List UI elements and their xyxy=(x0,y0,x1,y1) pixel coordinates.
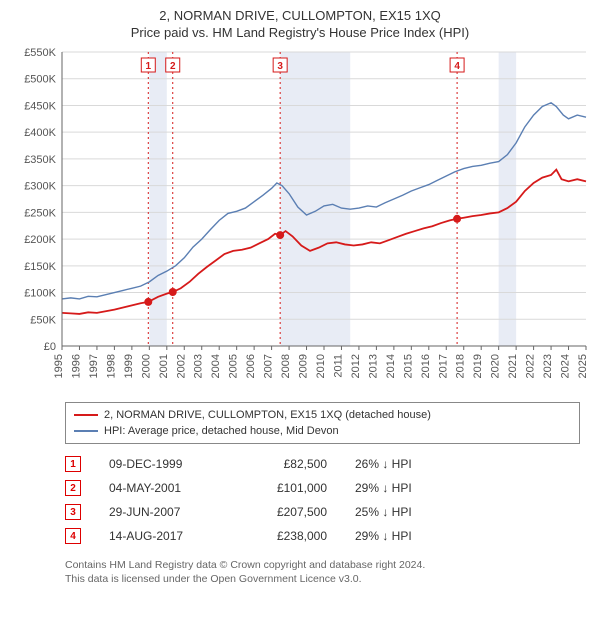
svg-text:1995: 1995 xyxy=(53,354,65,378)
svg-text:2022: 2022 xyxy=(525,354,537,378)
transaction-index-box: 3 xyxy=(65,504,81,520)
title-address: 2, NORMAN DRIVE, CULLOMPTON, EX15 1XQ xyxy=(10,8,590,23)
transaction-row: 4 14-AUG-2017 £238,000 29% ↓ HPI xyxy=(65,524,580,548)
transaction-row: 1 09-DEC-1999 £82,500 26% ↓ HPI xyxy=(65,452,580,476)
svg-text:£350K: £350K xyxy=(24,154,56,166)
transaction-pct: 26% ↓ HPI xyxy=(355,457,455,471)
transaction-price: £207,500 xyxy=(247,505,327,519)
svg-text:1996: 1996 xyxy=(70,354,82,378)
svg-text:1998: 1998 xyxy=(105,354,117,378)
title-subtitle: Price paid vs. HM Land Registry's House … xyxy=(10,25,590,40)
transaction-index-box: 2 xyxy=(65,480,81,496)
svg-text:1999: 1999 xyxy=(123,354,135,378)
svg-text:2003: 2003 xyxy=(193,354,205,378)
legend-swatch xyxy=(74,430,98,432)
svg-text:2021: 2021 xyxy=(507,354,519,378)
svg-text:£0: £0 xyxy=(44,341,56,353)
transaction-date: 29-JUN-2007 xyxy=(109,505,219,519)
legend: 2, NORMAN DRIVE, CULLOMPTON, EX15 1XQ (d… xyxy=(65,402,580,444)
svg-text:2002: 2002 xyxy=(175,354,187,378)
transaction-pct: 25% ↓ HPI xyxy=(355,505,455,519)
footer-line: This data is licensed under the Open Gov… xyxy=(65,572,580,586)
svg-text:2023: 2023 xyxy=(542,354,554,378)
transaction-table: 1 09-DEC-1999 £82,500 26% ↓ HPI 2 04-MAY-2001… xyxy=(65,452,580,548)
transaction-index-box: 4 xyxy=(65,528,81,544)
transaction-date: 04-MAY-2001 xyxy=(109,481,219,495)
svg-text:2009: 2009 xyxy=(298,354,310,378)
svg-text:2015: 2015 xyxy=(402,354,414,378)
transaction-price: £238,000 xyxy=(247,529,327,543)
legend-label: 2, NORMAN DRIVE, CULLOMPTON, EX15 1XQ (d… xyxy=(104,407,431,423)
svg-text:2006: 2006 xyxy=(245,354,257,378)
svg-text:2025: 2025 xyxy=(577,354,589,378)
transaction-index-box: 1 xyxy=(65,456,81,472)
plot-area: £0 £50K £100K £150K £200K £250K £300K £350K £400… xyxy=(10,46,590,396)
svg-text:2007: 2007 xyxy=(263,354,275,378)
svg-text:2014: 2014 xyxy=(385,354,397,378)
legend-label: HPI: Average price, detached house, Mid … xyxy=(104,423,339,439)
svg-text:2001: 2001 xyxy=(158,354,170,378)
legend-item: 2, NORMAN DRIVE, CULLOMPTON, EX15 1XQ (d… xyxy=(74,407,571,423)
svg-text:£450K: £450K xyxy=(24,100,56,112)
svg-text:£550K: £550K xyxy=(24,47,56,59)
transaction-row: 2 04-MAY-2001 £101,000 29% ↓ HPI xyxy=(65,476,580,500)
svg-text:£300K: £300K xyxy=(24,181,56,193)
svg-text:£500K: £500K xyxy=(24,74,56,86)
svg-text:2024: 2024 xyxy=(560,354,572,378)
svg-text:2010: 2010 xyxy=(315,354,327,378)
svg-text:1997: 1997 xyxy=(88,354,100,378)
svg-text:£200K: £200K xyxy=(24,234,56,246)
svg-text:2018: 2018 xyxy=(455,354,467,378)
svg-text:2019: 2019 xyxy=(472,354,484,378)
svg-text:£50K: £50K xyxy=(30,314,56,326)
svg-text:2011: 2011 xyxy=(332,354,344,378)
svg-text:2: 2 xyxy=(170,61,176,72)
svg-text:2012: 2012 xyxy=(350,354,362,378)
transaction-pct: 29% ↓ HPI xyxy=(355,481,455,495)
transaction-date: 14-AUG-2017 xyxy=(109,529,219,543)
svg-text:2013: 2013 xyxy=(367,354,379,378)
svg-text:4: 4 xyxy=(454,61,460,72)
svg-text:2016: 2016 xyxy=(420,354,432,378)
svg-text:£400K: £400K xyxy=(24,127,56,139)
chart-svg: £0 £50K £100K £150K £200K £250K £300K £350K £400… xyxy=(10,46,590,396)
transaction-price: £101,000 xyxy=(247,481,327,495)
legend-swatch xyxy=(74,414,98,416)
svg-text:2020: 2020 xyxy=(490,354,502,378)
transaction-row: 3 29-JUN-2007 £207,500 25% ↓ HPI xyxy=(65,500,580,524)
svg-text:2008: 2008 xyxy=(280,354,292,378)
legend-item: HPI: Average price, detached house, Mid … xyxy=(74,423,571,439)
transaction-date: 09-DEC-1999 xyxy=(109,457,219,471)
svg-text:2000: 2000 xyxy=(140,354,152,378)
svg-text:3: 3 xyxy=(277,61,283,72)
transaction-pct: 29% ↓ HPI xyxy=(355,529,455,543)
svg-text:£150K: £150K xyxy=(24,261,56,273)
svg-text:1: 1 xyxy=(146,61,152,72)
svg-text:£250K: £250K xyxy=(24,207,56,219)
chart-container: 2, NORMAN DRIVE, CULLOMPTON, EX15 1XQ Pr… xyxy=(0,0,600,592)
footer-attribution: Contains HM Land Registry data © Crown c… xyxy=(65,558,580,586)
svg-text:2017: 2017 xyxy=(437,354,449,378)
footer-line: Contains HM Land Registry data © Crown c… xyxy=(65,558,580,572)
svg-text:£100K: £100K xyxy=(24,288,56,300)
svg-text:2004: 2004 xyxy=(210,354,222,378)
svg-text:2005: 2005 xyxy=(228,354,240,378)
transaction-price: £82,500 xyxy=(247,457,327,471)
